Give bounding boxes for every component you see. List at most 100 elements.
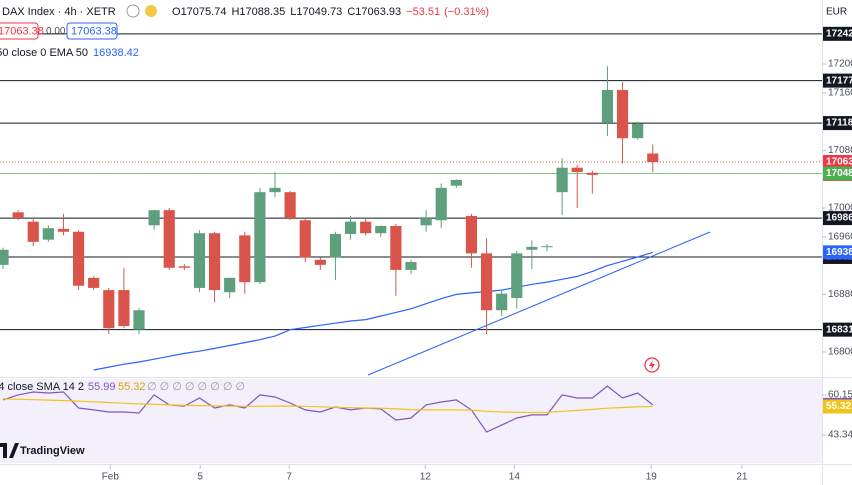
x-tick-label: 5 [197,472,203,483]
level-box [823,73,852,88]
rsi-extra: ∅ ∅ ∅ ∅ ∅ ∅ ∅ ∅ [147,381,245,393]
y-tick-label: 16880 [828,289,852,300]
candle-body [496,293,508,311]
y-tick-label: 17160 [828,87,852,98]
candle-body [72,231,85,286]
level-box [823,211,852,226]
candle-body [541,246,553,248]
y-tick-label: 16960 [828,231,852,242]
sell-box [0,22,39,40]
candle-body [420,218,432,226]
ema-legend: EMA 50 close 0 EMA 50 [0,47,88,59]
y-tick-label: 17000 [828,203,852,214]
candle-body [57,228,70,232]
symbol-title: DAX Index · 4h · XETR [2,6,116,18]
candle-body [480,253,493,311]
candle-body [208,233,221,291]
candle-body [511,253,523,298]
ohlc-prefix: L [290,6,296,18]
candle-body [526,246,538,250]
change-percent: (−0.31%) [444,6,489,18]
x-tick-label: 14 [509,472,521,483]
candle-body [42,228,54,240]
candle-body [571,167,583,173]
candle-body [632,123,644,139]
alert-icon-bolt [649,360,655,370]
ema-line [93,251,653,371]
last-price-label: 17063.93 [826,157,852,168]
candle-body [329,233,342,258]
ohlc-value: 17075.74 [181,6,227,18]
ohlc-prefix: C [347,6,355,18]
candle-body [193,233,206,288]
candle-body [133,310,145,330]
candle-body [435,187,447,221]
candle-body [12,212,24,219]
rsi-line [2,385,654,433]
rsi-tick-label: 60.15 [828,390,852,401]
candle-body [360,221,372,234]
level-label: 17177 [826,75,852,86]
x-tick-label: 21 [736,472,748,483]
level-label: 16831 [826,324,852,335]
ohlc-prefix: H [231,6,239,18]
ohlc-value: 17063.93 [355,6,401,18]
candle-body [465,215,478,254]
y-tick-label: 16800 [828,347,852,358]
candle-body [254,192,266,283]
candle-body [450,179,462,186]
rsi-legend: RSI 14 close SMA 14 2 [0,381,84,393]
candle-body [178,266,190,268]
rsi-sma-box [823,399,852,414]
candle-body [314,259,326,265]
x-tick-label: 19 [646,472,658,483]
level-label: 16986 [826,213,852,224]
candle-body [224,277,236,293]
change: −53.51 [406,6,440,18]
brand-name: TradingView [20,445,85,457]
reference-box [823,166,852,181]
rsi-line [2,398,653,414]
eye-icon [126,4,140,18]
x-tick-label: 7 [286,472,292,483]
rsi-pane [0,379,822,463]
x-tick-label: 12 [420,472,432,483]
candle-body [103,290,115,329]
buy-price: 17063.38 [71,25,117,37]
ema-box [823,245,852,260]
candle-body [284,192,296,219]
candle-body [0,249,9,265]
y-tick-label: 17080 [828,145,852,156]
candle-body [163,210,175,268]
ohlc-value: 17088.35 [239,6,285,18]
candle-body [556,167,568,193]
ema-value: 16938.42 [93,47,139,59]
buy-box [66,22,118,40]
candle-body [148,210,160,226]
ohlc-legend: O17075.74 H17088.35 L17049.73 C17063.93 −53.… [172,6,489,18]
alert-icon [644,357,660,373]
plot-area: 17200 17160 17080 17000 16960 16880 16800 Feb 5 7… [0,26,852,483]
level-label: 17118 [826,118,852,129]
level-box [823,322,852,337]
y-tick-label: 17200 [828,59,852,70]
candle-body [405,261,417,270]
candle-body [118,290,130,327]
level-box [823,26,852,41]
reference-label: 17048 [826,168,852,179]
candle-body [88,277,100,288]
rsi-sma-label: 55.32 [826,401,851,412]
trend-line [367,231,711,376]
ohlc-value: 17049.73 [296,6,342,18]
level-label: 17242 [826,28,852,39]
currency: EUR [826,7,847,18]
candle-body [586,172,598,175]
candle-body [601,89,614,123]
candle-body [616,89,629,139]
sell-price: 17063.38 [0,25,44,37]
candle-body [375,226,387,234]
candle-body [269,187,281,193]
rsi-tick-label: 43.34 [828,430,852,441]
